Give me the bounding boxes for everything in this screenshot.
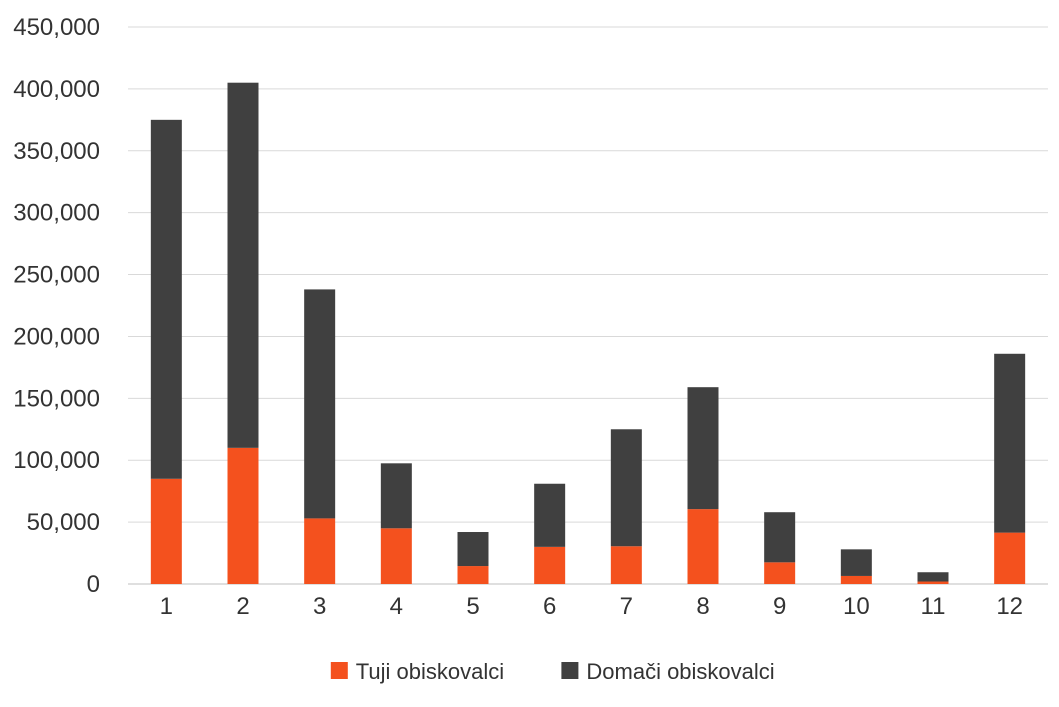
bar-domaci-obiskovalci [994, 353, 1026, 533]
bar-domaci-obiskovalci [227, 82, 259, 448]
bar-domaci-obiskovalci [687, 387, 719, 510]
bar-domaci-obiskovalci [840, 549, 872, 576]
x-tick-label: 10 [843, 593, 870, 620]
y-tick-label: 450,000 [13, 14, 100, 41]
bar-tuji-obiskovalci [764, 562, 796, 584]
x-tick-label: 3 [313, 593, 326, 620]
y-tick-label: 150,000 [13, 385, 100, 412]
bar-tuji-obiskovalci [917, 581, 949, 584]
y-tick-label: 50,000 [27, 509, 100, 536]
legend-swatch-domaci [561, 662, 579, 679]
bar-tuji-obiskovalci [380, 528, 412, 584]
x-tick-label: 9 [773, 593, 786, 620]
bar-tuji-obiskovalci [304, 518, 336, 584]
x-tick-label: 4 [390, 593, 403, 620]
legend-swatch-tuji [330, 662, 348, 679]
bar-tuji-obiskovalci [227, 447, 259, 584]
bar-tuji-obiskovalci [150, 478, 182, 584]
x-tick-label: 6 [543, 593, 556, 620]
bar-tuji-obiskovalci [687, 509, 719, 584]
y-tick-label: 200,000 [13, 323, 100, 350]
y-tick-label: 0 [87, 571, 100, 598]
bar-domaci-obiskovalci [917, 572, 949, 582]
x-tick-label: 8 [696, 593, 709, 620]
gridlines [128, 26, 1048, 585]
x-tick-label: 12 [996, 593, 1023, 620]
y-tick-label: 250,000 [13, 262, 100, 289]
x-tick-label: 5 [466, 593, 479, 620]
x-tick-label: 11 [921, 593, 946, 620]
y-tick-label: 300,000 [13, 200, 100, 227]
bar-domaci-obiskovalci [610, 429, 642, 547]
x-tick-label: 2 [236, 593, 249, 620]
bar-tuji-obiskovalci [534, 546, 566, 584]
x-tick-label: 1 [160, 593, 173, 620]
bars [150, 82, 1026, 584]
bar-domaci-obiskovalci [304, 289, 336, 519]
legend: Tuji obiskovalci Domači obiskovalci [330, 659, 775, 684]
bar-domaci-obiskovalci [534, 483, 566, 547]
bar-domaci-obiskovalci [380, 463, 412, 529]
y-tick-label: 400,000 [13, 76, 100, 103]
bar-tuji-obiskovalci [840, 575, 872, 584]
bar-tuji-obiskovalci [610, 546, 642, 584]
bar-tuji-obiskovalci [994, 532, 1026, 584]
bar-domaci-obiskovalci [764, 512, 796, 563]
y-tick-label: 350,000 [13, 138, 100, 165]
bar-domaci-obiskovalci [457, 532, 489, 567]
bar-domaci-obiskovalci [150, 119, 182, 479]
legend-label-domaci: Domači obiskovalci [586, 659, 774, 684]
y-tick-label: 100,000 [13, 447, 100, 474]
y-axis: 0 50,000 100,000 150,000 200,000 250,000 300,0… [13, 14, 100, 598]
legend-label-tuji: Tuji obiskovalci [356, 659, 504, 684]
bar-tuji-obiskovalci [457, 566, 489, 584]
x-tick-label: 7 [620, 593, 633, 620]
x-axis: 1 2 3 4 5 6 7 8 9 10 11 12 [160, 593, 1023, 620]
